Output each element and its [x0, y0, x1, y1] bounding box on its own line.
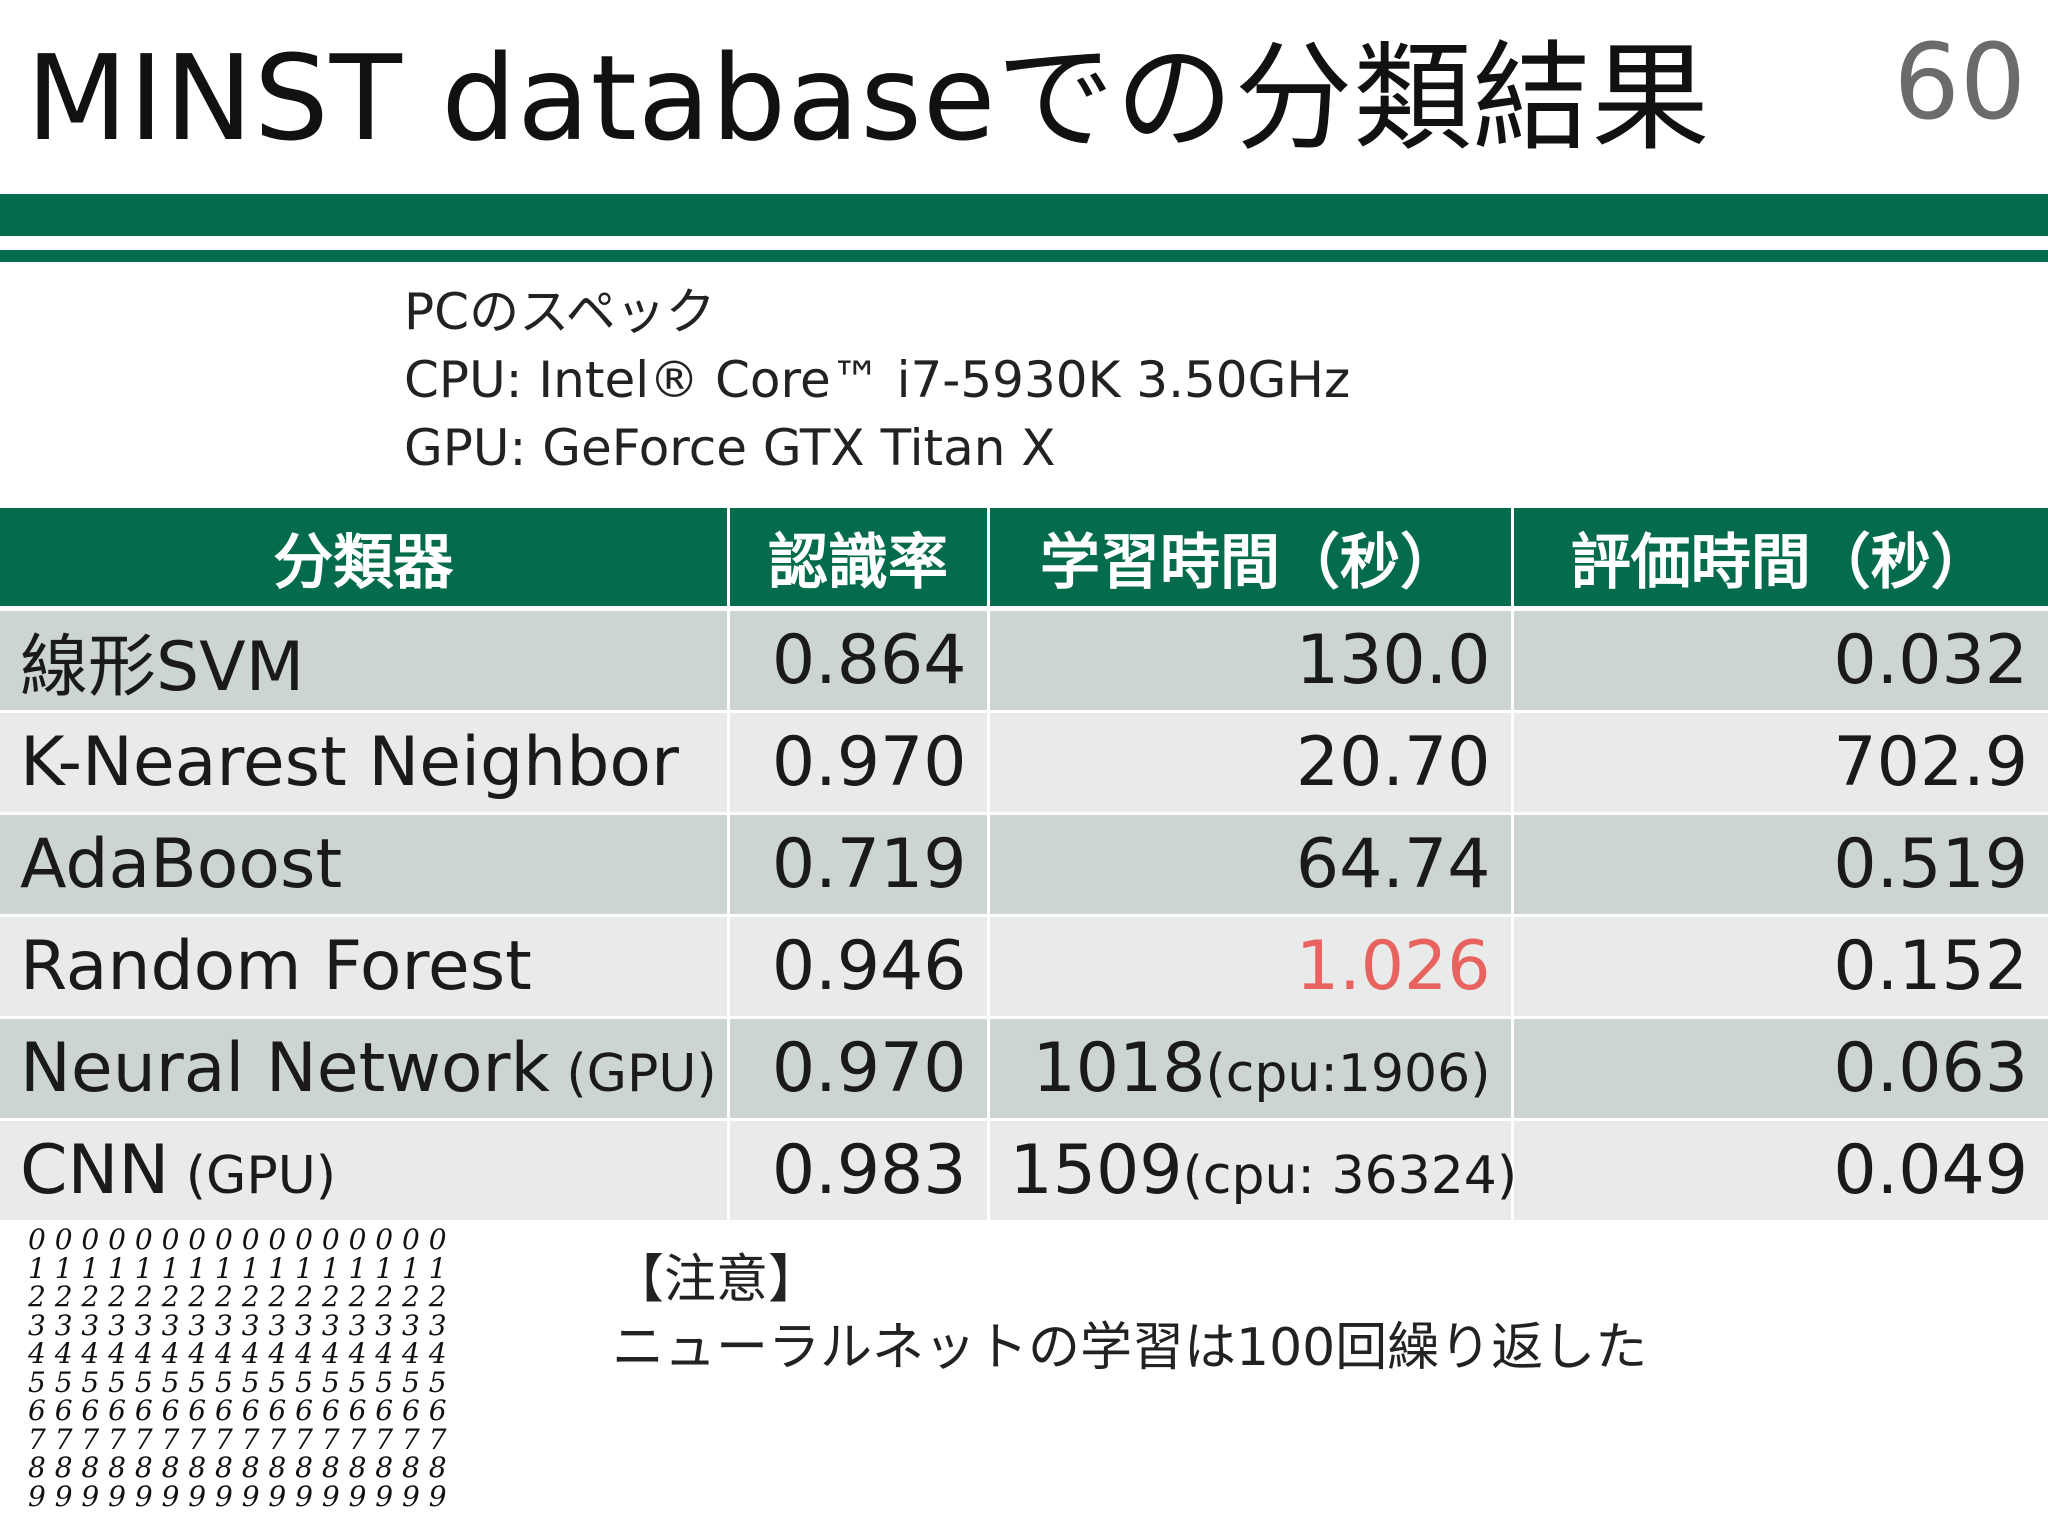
specs-heading: PCのスペック	[404, 283, 716, 341]
train-time-main: 1018	[1032, 1029, 1206, 1108]
digit-row: 3 3 3 3 3 3 3 3 3 3 3 3 3 3 3 3	[28, 1308, 447, 1342]
train-time-main: 1.026	[1295, 927, 1491, 1006]
classifier-name: AdaBoost	[0, 813, 730, 917]
accuracy-value: 0.719	[728, 813, 990, 917]
classifier-label: Neural Network	[20, 1029, 550, 1108]
digit-row: 0 0 0 0 0 0 0 0 0 0 0 0 0 0 0 0	[28, 1226, 447, 1256]
classifier-name: CNN (GPU)	[0, 1119, 730, 1223]
train-time-value: 1509(cpu: 36324)	[988, 1119, 1517, 1223]
table-row: Neural Network (GPU) 0.970 1018(cpu:1906…	[0, 1017, 2048, 1121]
header-eval-time: 評価時間（秒）	[1512, 508, 2048, 611]
accuracy-value: 0.983	[728, 1119, 990, 1223]
classifier-suffix: (GPU)	[169, 1146, 337, 1206]
accuracy-value: 0.970	[728, 711, 990, 815]
classifier-label: AdaBoost	[20, 825, 343, 904]
table-row: 線形SVM 0.864 130.0 0.032	[0, 608, 2048, 713]
table-row: Random Forest 0.946 1.026 0.152	[0, 915, 2048, 1019]
pc-specs: PCのスペック CPU: Intel® Core™ i7-5930K 3.50G…	[404, 278, 1350, 482]
digit-row: 8 8 8 8 8 8 8 8 8 8 8 8 8 8 8 8	[28, 1451, 447, 1484]
classifier-name: Neural Network (GPU)	[0, 1017, 730, 1121]
train-time-cpu: (cpu:1906)	[1205, 1044, 1491, 1104]
train-time-value: 64.74	[988, 813, 1514, 917]
digit-row: 5 5 5 5 5 5 5 5 5 5 5 5 5 5 5 5	[28, 1365, 447, 1399]
digit-row: 4 4 4 4 4 4 4 4 4 4 4 4 4 4 4 4	[28, 1337, 447, 1370]
eval-time-value: 0.063	[1512, 1017, 2048, 1121]
eval-time-value: 0.519	[1512, 813, 2048, 917]
page-number: 60	[1893, 21, 2026, 143]
note-heading: 【注意】	[612, 1250, 821, 1310]
classifier-label: CNN	[20, 1131, 170, 1210]
accuracy-value: 0.864	[728, 608, 990, 713]
note-text: ニューラルネットの学習は100回繰り返した	[612, 1318, 1648, 1378]
digit-row: 1 1 1 1 1 1 1 1 1 1 1 1 1 1 1 1	[28, 1251, 447, 1285]
table-row: AdaBoost 0.719 64.74 0.519	[0, 813, 2048, 917]
table-row: CNN (GPU) 0.983 1509(cpu: 36324) 0.049	[0, 1119, 2048, 1223]
classifier-label: 線形SVM	[20, 628, 305, 707]
classifier-label: K-Nearest Neighbor	[20, 723, 679, 802]
accuracy-value: 0.946	[728, 915, 990, 1019]
eval-time-value: 0.032	[1512, 608, 2048, 713]
header-accuracy: 認識率	[728, 508, 990, 611]
classifier-label: Random Forest	[20, 927, 532, 1006]
mnist-digits-image: 0 0 0 0 0 0 0 0 0 0 0 0 0 0 0 0 1 1 1 1 …	[28, 1226, 498, 1536]
classifier-name: K-Nearest Neighbor	[0, 711, 730, 815]
table-header-row: 分類器 認識率 学習時間（秒） 評価時間（秒）	[0, 508, 2048, 611]
eval-time-value: 702.9	[1512, 711, 2048, 815]
header-rule-thin	[0, 250, 2048, 262]
train-time-value: 1.026	[988, 915, 1514, 1019]
slide-title: MINST databaseでの分類結果	[26, 29, 1711, 167]
specs-cpu: CPU: Intel® Core™ i7-5930K 3.50GHz	[404, 351, 1351, 409]
digit-row: 6 6 6 6 6 6 6 6 6 6 6 6 6 6 6 6	[28, 1394, 447, 1427]
classifier-suffix: (GPU)	[549, 1044, 717, 1104]
note-box: 【注意】 ニューラルネットの学習は100回繰り返した	[612, 1246, 1647, 1382]
accuracy-value: 0.970	[728, 1017, 990, 1121]
train-time-value: 1018(cpu:1906)	[988, 1017, 1514, 1121]
train-time-main: 20.70	[1295, 723, 1491, 802]
train-time-main: 1509	[1009, 1131, 1183, 1210]
train-time-value: 130.0	[988, 608, 1514, 713]
digit-row: 7 7 7 7 7 7 7 7 7 7 7 7 7 7 7 7	[28, 1422, 447, 1456]
header-classifier: 分類器	[0, 508, 730, 611]
specs-gpu: GPU: GeForce GTX Titan X	[404, 419, 1056, 477]
digit-row: 2 2 2 2 2 2 2 2 2 2 2 2 2 2 2 2	[28, 1280, 447, 1313]
train-time-main: 64.74	[1295, 825, 1491, 904]
classifier-name: 線形SVM	[0, 608, 730, 713]
header-rule-thick	[0, 194, 2048, 236]
digit-row: 9 9 9 9 9 9 9 9 9 9 9 9 9 9 9 9	[28, 1479, 447, 1513]
eval-time-value: 0.049	[1512, 1119, 2048, 1223]
table-row: K-Nearest Neighbor 0.970 20.70 702.9	[0, 711, 2048, 815]
train-time-value: 20.70	[988, 711, 1514, 815]
header-train-time: 学習時間（秒）	[988, 508, 1514, 611]
classifier-name: Random Forest	[0, 915, 730, 1019]
train-time-main: 130.0	[1295, 621, 1491, 700]
results-table: 分類器 認識率 学習時間（秒） 評価時間（秒） 線形SVM 0.864 130.…	[0, 508, 2048, 1223]
train-time-cpu: (cpu: 36324)	[1182, 1146, 1518, 1206]
eval-time-value: 0.152	[1512, 915, 2048, 1019]
